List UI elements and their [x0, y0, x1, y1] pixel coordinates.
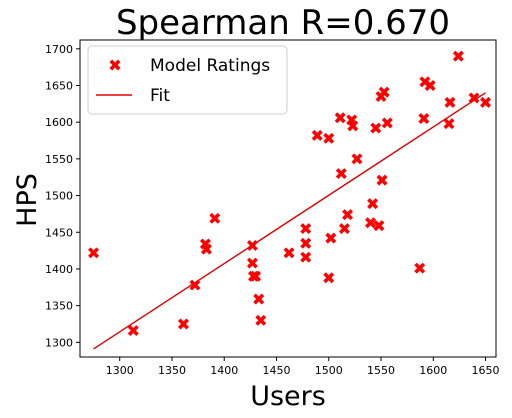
- data-point: [189, 279, 201, 291]
- data-points: [88, 50, 492, 337]
- data-point: [300, 237, 312, 249]
- x-axis-label: Users: [250, 381, 326, 412]
- data-point: [209, 212, 221, 224]
- data-point: [381, 117, 393, 129]
- y-axis: 1300 1350 1400 1450 1500 1550 1600 1650 1700: [45, 43, 80, 349]
- data-point: [335, 168, 347, 180]
- legend-marker-model-ratings: [109, 59, 121, 71]
- data-point: [300, 251, 312, 263]
- data-point: [323, 132, 335, 144]
- data-point: [283, 247, 295, 259]
- y-tick-label: 1650: [45, 79, 73, 92]
- x-tick-label: 1450: [263, 364, 291, 377]
- data-point: [424, 80, 436, 91]
- y-tick-label: 1700: [45, 43, 73, 56]
- data-point: [300, 223, 312, 235]
- data-point: [444, 96, 456, 108]
- data-point: [370, 122, 382, 134]
- data-point: [325, 232, 337, 244]
- data-point: [452, 50, 464, 62]
- data-point: [127, 325, 139, 337]
- data-point: [311, 129, 323, 141]
- x-tick-label: 1650: [472, 364, 500, 377]
- y-axis-label: HPS: [12, 173, 43, 227]
- data-point: [323, 272, 335, 284]
- data-point: [246, 239, 258, 251]
- data-point: [378, 86, 390, 98]
- data-point: [365, 217, 377, 229]
- legend-label-fit: Fit: [150, 86, 170, 106]
- data-point: [338, 223, 350, 235]
- y-tick-label: 1300: [45, 336, 73, 349]
- data-point: [414, 262, 426, 274]
- y-tick-label: 1500: [45, 190, 73, 203]
- data-point: [468, 92, 480, 104]
- y-tick-label: 1350: [45, 300, 73, 313]
- y-tick-label: 1450: [45, 226, 73, 239]
- data-point: [250, 270, 262, 282]
- data-point: [253, 293, 265, 305]
- data-point: [480, 96, 492, 108]
- data-point: [334, 112, 346, 124]
- data-point: [418, 113, 430, 124]
- x-tick-label: 1350: [158, 364, 186, 377]
- x-axis: 1300 1350 1400 1450 1500 1550 1600 1650: [106, 357, 500, 377]
- legend-box: [87, 45, 288, 115]
- fit-line-layer: [93, 92, 486, 350]
- fit-line: [93, 92, 486, 350]
- legend-marker-x: [109, 59, 121, 71]
- y-tick-label: 1600: [45, 116, 73, 129]
- data-point: [246, 257, 258, 269]
- y-tick-label: 1550: [45, 153, 73, 166]
- data-point: [342, 209, 354, 221]
- x-tick-label: 1500: [315, 364, 343, 377]
- x-tick-label: 1550: [367, 364, 395, 377]
- data-point: [443, 118, 455, 130]
- data-point: [200, 243, 212, 255]
- data-point: [347, 120, 359, 132]
- legend-label-model-ratings: Model Ratings: [150, 56, 270, 76]
- y-tick-label: 1400: [45, 263, 73, 276]
- data-point: [367, 198, 379, 210]
- x-tick-label: 1600: [419, 364, 447, 377]
- legend: Model Ratings Fit: [87, 45, 288, 115]
- data-point: [88, 247, 100, 259]
- data-point: [376, 174, 388, 186]
- x-tick-label: 1400: [210, 364, 238, 377]
- x-tick-label: 1300: [106, 364, 134, 377]
- chart-title: Spearman R=0.670: [116, 3, 450, 43]
- data-point: [351, 153, 363, 165]
- data-point: [255, 314, 267, 326]
- data-point: [373, 220, 385, 232]
- data-point: [178, 318, 189, 330]
